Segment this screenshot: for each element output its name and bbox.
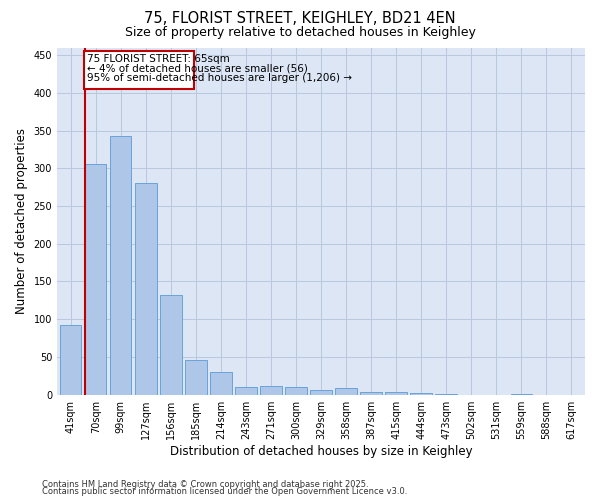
Text: Contains public sector information licensed under the Open Government Licence v3: Contains public sector information licen… xyxy=(42,487,407,496)
Bar xyxy=(410,393,432,394)
Bar xyxy=(85,164,106,394)
Bar xyxy=(260,386,281,394)
Text: Contains HM Land Registry data © Crown copyright and database right 2025.: Contains HM Land Registry data © Crown c… xyxy=(42,480,368,489)
Text: 95% of semi-detached houses are larger (1,206) →: 95% of semi-detached houses are larger (… xyxy=(87,73,352,83)
Bar xyxy=(185,360,206,394)
FancyBboxPatch shape xyxy=(84,52,194,89)
X-axis label: Distribution of detached houses by size in Keighley: Distribution of detached houses by size … xyxy=(170,444,472,458)
Bar xyxy=(210,372,232,394)
Bar xyxy=(110,136,131,394)
Bar xyxy=(135,184,157,394)
Bar xyxy=(385,392,407,394)
Bar xyxy=(160,295,182,394)
Text: Size of property relative to detached houses in Keighley: Size of property relative to detached ho… xyxy=(125,26,475,39)
Bar xyxy=(286,387,307,394)
Bar xyxy=(310,390,332,394)
Bar xyxy=(60,324,82,394)
Bar xyxy=(235,387,257,394)
Text: 75, FLORIST STREET, KEIGHLEY, BD21 4EN: 75, FLORIST STREET, KEIGHLEY, BD21 4EN xyxy=(144,11,456,26)
Bar xyxy=(335,388,356,394)
Text: 75 FLORIST STREET: 65sqm: 75 FLORIST STREET: 65sqm xyxy=(87,54,230,64)
Y-axis label: Number of detached properties: Number of detached properties xyxy=(15,128,28,314)
Bar xyxy=(361,392,382,394)
Text: ← 4% of detached houses are smaller (56): ← 4% of detached houses are smaller (56) xyxy=(87,64,308,74)
